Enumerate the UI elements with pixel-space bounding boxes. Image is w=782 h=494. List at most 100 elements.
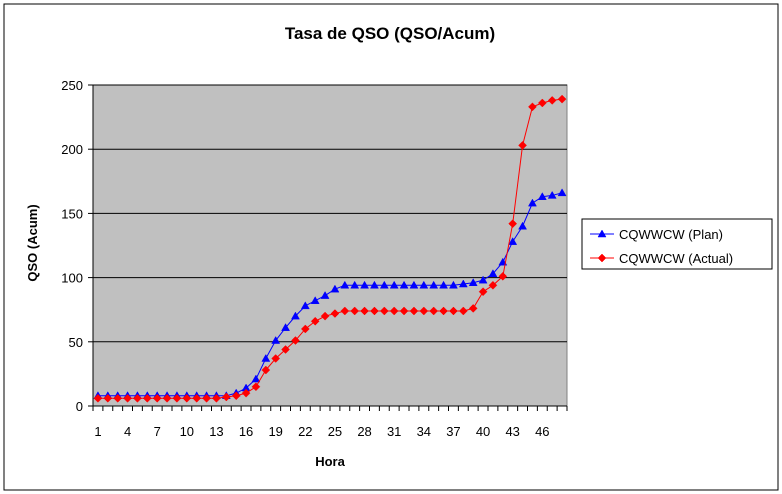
legend-marker bbox=[597, 229, 607, 238]
x-tick-label: 16 bbox=[239, 424, 253, 439]
data-point bbox=[449, 280, 458, 289]
data-point bbox=[419, 306, 429, 316]
data-point bbox=[192, 393, 202, 403]
data-point bbox=[340, 306, 350, 316]
data-point bbox=[360, 306, 369, 316]
data-point bbox=[300, 301, 310, 310]
data-point bbox=[340, 280, 350, 289]
y-tick-label: 200 bbox=[61, 142, 83, 157]
y-tick-label: 250 bbox=[61, 78, 83, 93]
data-point bbox=[458, 306, 468, 316]
data-point bbox=[557, 188, 567, 197]
data-point bbox=[498, 271, 508, 281]
chart-border bbox=[3, 3, 779, 491]
data-point bbox=[152, 393, 162, 403]
plot-background bbox=[92, 84, 568, 407]
x-tick-label: 28 bbox=[357, 424, 371, 439]
data-point bbox=[320, 311, 330, 321]
data-point bbox=[478, 287, 488, 297]
data-point bbox=[350, 280, 360, 289]
x-tick-label: 22 bbox=[298, 424, 312, 439]
x-tick-label: 46 bbox=[535, 424, 549, 439]
data-point bbox=[488, 269, 498, 277]
data-point bbox=[409, 306, 419, 316]
data-point bbox=[478, 275, 488, 284]
chart-title: Tasa de QSO (QSO/Acum) bbox=[285, 24, 495, 43]
data-point bbox=[468, 278, 478, 286]
data-point bbox=[409, 280, 419, 289]
data-point bbox=[281, 345, 290, 354]
legend-marker bbox=[597, 253, 607, 263]
data-point bbox=[508, 237, 518, 245]
data-point bbox=[291, 311, 300, 320]
data-point bbox=[281, 323, 290, 331]
data-point bbox=[251, 382, 261, 392]
data-point bbox=[142, 393, 152, 403]
data-point bbox=[182, 393, 192, 403]
data-point bbox=[439, 306, 448, 316]
y-tick-label: 150 bbox=[61, 206, 83, 221]
x-tick-label: 40 bbox=[476, 424, 490, 439]
data-point bbox=[330, 309, 340, 318]
x-tick-label: 43 bbox=[505, 424, 519, 439]
data-point bbox=[261, 365, 271, 375]
x-tick-label: 13 bbox=[209, 424, 223, 439]
series-actual bbox=[93, 94, 567, 403]
data-point bbox=[389, 280, 399, 289]
x-tick-label: 10 bbox=[180, 424, 194, 439]
legend-label: CQWWCW (Plan) bbox=[619, 227, 723, 242]
data-point bbox=[429, 306, 439, 316]
data-point bbox=[518, 140, 527, 150]
data-point bbox=[172, 393, 182, 403]
legend-box bbox=[581, 218, 773, 270]
x-tick-label: 19 bbox=[268, 424, 282, 439]
plot-area: 0 50 100 150 200 250 1 4 7 10 13 16 19 22 25 28 31 34 37 40… bbox=[61, 78, 568, 439]
data-point bbox=[528, 198, 537, 207]
legend-label: CQWWCW (Actual) bbox=[619, 251, 733, 266]
data-point bbox=[360, 280, 369, 289]
data-point bbox=[419, 280, 429, 289]
x-tick-label: 34 bbox=[417, 424, 431, 439]
data-point bbox=[103, 393, 113, 403]
x-tick-label: 4 bbox=[124, 424, 131, 439]
data-point bbox=[350, 306, 360, 316]
data-point bbox=[528, 102, 537, 112]
data-point bbox=[488, 280, 498, 290]
data-point bbox=[370, 280, 379, 289]
data-point bbox=[508, 219, 518, 229]
data-point bbox=[261, 353, 271, 362]
x-tick-label: 7 bbox=[154, 424, 161, 439]
data-point bbox=[271, 354, 281, 363]
data-point bbox=[221, 392, 231, 402]
data-point bbox=[429, 280, 439, 289]
data-point bbox=[518, 221, 527, 230]
data-point bbox=[547, 190, 557, 199]
data-point bbox=[291, 336, 300, 345]
data-point bbox=[133, 393, 142, 403]
data-point bbox=[123, 393, 132, 403]
x-tick-label: 37 bbox=[446, 424, 460, 439]
data-point bbox=[310, 316, 320, 326]
x-axis-title: Hora bbox=[315, 454, 345, 469]
data-point bbox=[202, 393, 211, 403]
data-point bbox=[113, 393, 123, 403]
data-point bbox=[557, 94, 567, 104]
data-point bbox=[231, 391, 241, 401]
data-point bbox=[468, 304, 478, 313]
data-point bbox=[547, 96, 557, 105]
data-point bbox=[449, 306, 458, 316]
data-point bbox=[320, 291, 330, 299]
data-point bbox=[370, 306, 379, 316]
y-tick-label: 100 bbox=[61, 271, 83, 286]
data-point bbox=[93, 393, 103, 403]
data-point bbox=[537, 98, 547, 108]
y-tick-label: 0 bbox=[76, 399, 83, 414]
data-point bbox=[458, 279, 468, 288]
data-point bbox=[439, 280, 448, 289]
data-point bbox=[389, 306, 399, 316]
data-point bbox=[379, 280, 389, 289]
data-point bbox=[330, 284, 340, 293]
data-point bbox=[241, 388, 251, 398]
